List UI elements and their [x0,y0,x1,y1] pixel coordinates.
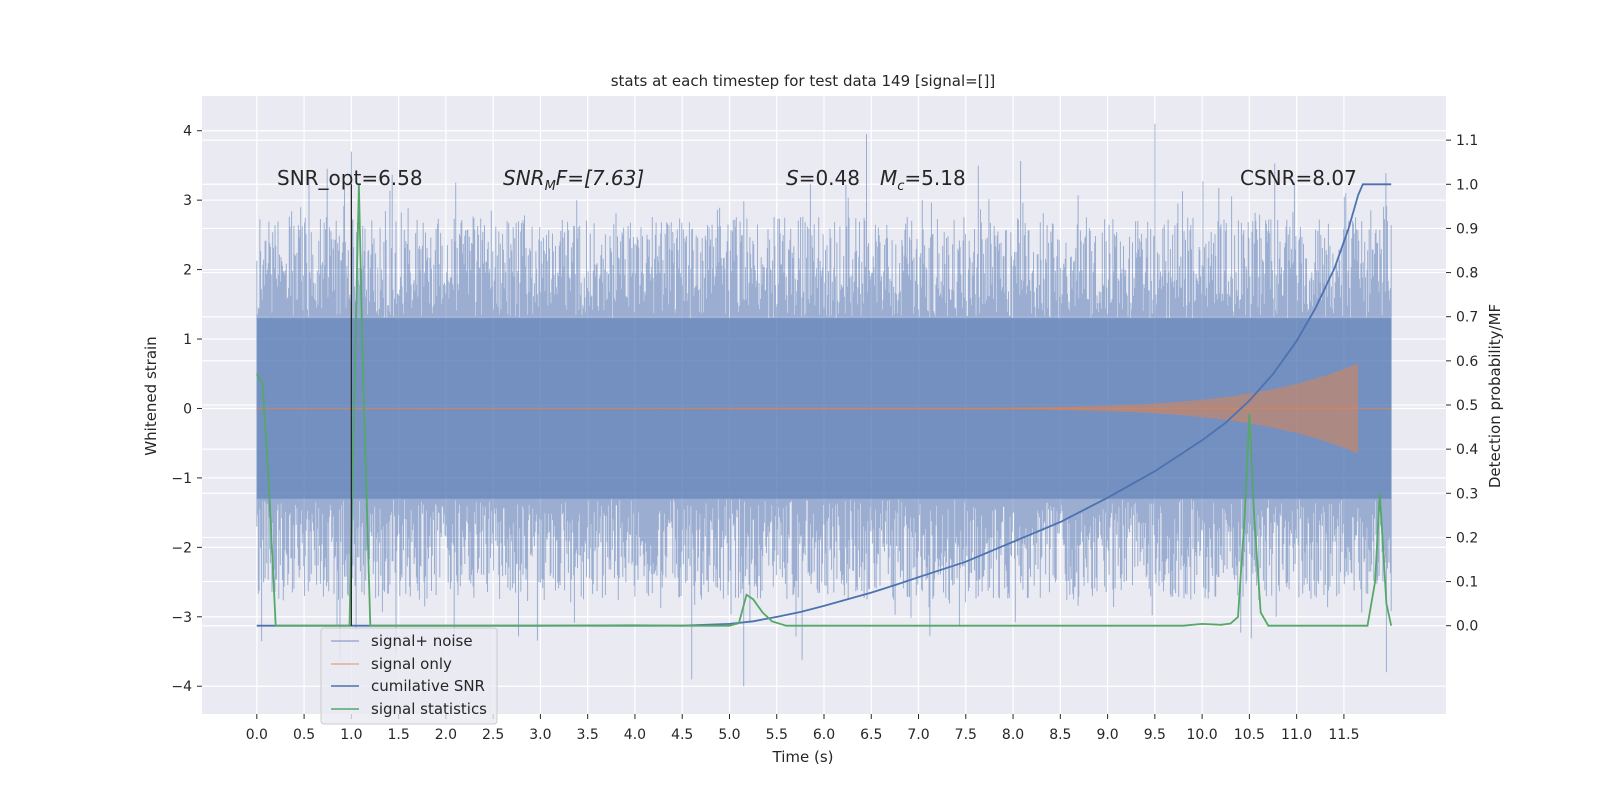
x-tick-label: 0.0 [246,727,268,743]
x-tick-label: 0.5 [293,727,315,743]
annotation-csnr: CSNR=8.07 [1240,166,1357,190]
x-tick-label: 2.0 [435,727,457,743]
x-tick-label: 8.5 [1049,727,1071,743]
x-tick-label: 10.0 [1187,727,1218,743]
y-left-tick-label: 2 [183,263,192,279]
y-right-tick-label: 0.3 [1456,486,1478,502]
x-tick-label: 4.0 [624,727,646,743]
x-tick-label: 5.5 [766,727,788,743]
y-right-tick-label: 0.5 [1456,398,1478,414]
y-left-tick-label: −2 [171,540,192,556]
y-right-tick-label: 1.1 [1456,133,1478,149]
chart-title: stats at each timestep for test data 149… [611,72,996,90]
y-left-axis-ticks: 4 3 2 1 0 −1 −2 −3 −4 [171,124,202,695]
y-right-axis-ticks: 1.1 1.0 0.9 0.8 0.7 0.6 0.5 0.4 0.3 0.2 0.1 0.0 [1446,133,1478,635]
y-right-tick-label: 0.4 [1456,442,1478,458]
x-tick-label: 9.5 [1144,727,1166,743]
y-right-tick-label: 1.0 [1456,177,1478,193]
y-left-tick-label: 1 [183,332,192,348]
x-tick-label: 2.5 [482,727,504,743]
legend-item-signal-statistics: signal statistics [331,700,487,718]
legend-item-cumulative-snr: cumilative SNR [331,677,485,695]
annotation-mc: Mc=5.18 [880,166,966,194]
y-left-tick-label: −1 [171,471,192,487]
x-tick-label: 6.0 [813,727,835,743]
line-series [256,183,1393,627]
y-right-tick-label: 0.2 [1456,530,1478,546]
s-symbol: S [786,166,799,190]
x-tick-label: 10.5 [1234,727,1265,743]
y-right-tick-label: 0.1 [1456,575,1478,591]
annotations: SNR_opt=6.58 SNRMF=[7.63] S=0.48 Mc=5.18… [277,166,1357,194]
legend-label: signal statistics [371,700,487,718]
y-left-tick-label: 0 [183,401,192,417]
y-left-axis-label: Whitened strain [142,336,160,455]
x-tick-label: 6.5 [860,727,882,743]
legend-label: signal only [371,655,452,673]
y-left-tick-label: −4 [171,679,192,695]
annotation-snr-mf: SNRMF=[7.63] [503,166,644,194]
legend-item-signal-only: signal only [331,655,452,673]
y-right-tick-label: 0.9 [1456,221,1478,237]
x-axis-ticks: 0.0 0.5 1.0 1.5 2.0 2.5 3.0 3.5 4.0 4.5 5.0 5.5 6.0 6… [246,714,1359,743]
s-value: =0.48 [799,166,860,190]
x-tick-label: 7.5 [955,727,977,743]
y-right-tick-label: 0.6 [1456,354,1478,370]
legend-label: signal+ noise [371,632,473,650]
x-tick-label: 9.0 [1096,727,1118,743]
x-tick-label: 11.0 [1281,727,1312,743]
legend-item-signal-noise: signal+ noise [331,632,473,650]
x-tick-label: 5.0 [718,727,740,743]
signal-only-series [256,363,1392,454]
snr-mf-subscript: M [545,179,556,194]
mc-symbol: M [880,166,897,190]
x-tick-label: 7.0 [907,727,929,743]
y-left-tick-label: 3 [183,193,192,209]
mc-subscript: c [897,179,904,194]
legend-label: cumilative SNR [371,677,485,695]
x-tick-label: 4.5 [671,727,693,743]
signal-statistics-line [256,184,1393,627]
x-tick-label: 3.5 [577,727,599,743]
noise-strokes [256,123,1392,687]
snr-mf-value: F=[7.63] [556,166,644,190]
y-right-tick-label: 0.8 [1456,266,1478,282]
x-tick-label: 1.0 [340,727,362,743]
snr-mf-symbol: SNR [503,166,545,190]
y-right-axis-label: Detection probability/MF [1486,304,1504,488]
annotation-snr-opt: SNR_opt=6.58 [277,166,423,190]
legend: signal+ noise signal only cumilative SNR… [320,627,498,725]
mc-value: =5.18 [904,166,965,190]
y-left-tick-label: −3 [171,610,192,626]
y-left-tick-label: 4 [183,124,192,140]
legend-box [320,627,498,725]
x-tick-label: 8.0 [1002,727,1024,743]
annotation-s: S=0.48 [786,166,860,190]
x-axis-label: Time (s) [772,748,834,766]
x-tick-label: 1.5 [387,727,409,743]
y-right-tick-label: 0.0 [1456,619,1478,635]
x-tick-label: 3.0 [529,727,551,743]
x-tick-label: 11.5 [1328,727,1359,743]
y-right-tick-label: 0.7 [1456,310,1478,326]
